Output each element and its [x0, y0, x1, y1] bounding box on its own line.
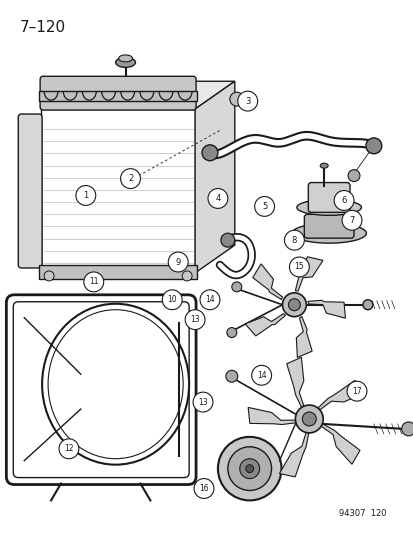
Polygon shape	[307, 300, 344, 318]
Text: 14: 14	[256, 371, 266, 380]
FancyBboxPatch shape	[39, 265, 197, 279]
Circle shape	[168, 252, 188, 272]
Circle shape	[288, 299, 300, 311]
FancyBboxPatch shape	[39, 91, 197, 101]
Circle shape	[44, 271, 54, 281]
Circle shape	[229, 92, 243, 106]
Ellipse shape	[320, 163, 328, 168]
Text: 15: 15	[294, 262, 304, 271]
Text: 7–120: 7–120	[19, 20, 65, 35]
Circle shape	[239, 459, 259, 479]
Circle shape	[221, 233, 234, 247]
Circle shape	[231, 282, 241, 292]
Polygon shape	[279, 433, 308, 477]
Circle shape	[217, 437, 281, 500]
Text: 13: 13	[190, 315, 199, 324]
Polygon shape	[244, 314, 285, 336]
FancyBboxPatch shape	[13, 302, 189, 478]
Circle shape	[194, 479, 214, 498]
Text: 11: 11	[89, 277, 98, 286]
Circle shape	[347, 169, 359, 182]
Circle shape	[254, 197, 274, 216]
Circle shape	[199, 290, 219, 310]
Ellipse shape	[115, 58, 135, 67]
Circle shape	[162, 290, 182, 310]
Polygon shape	[252, 264, 282, 300]
Polygon shape	[317, 381, 365, 410]
Circle shape	[182, 271, 192, 281]
Circle shape	[185, 310, 204, 329]
Text: 10: 10	[167, 295, 177, 304]
Circle shape	[251, 365, 271, 385]
Circle shape	[282, 293, 306, 317]
Text: 16: 16	[199, 484, 208, 493]
FancyBboxPatch shape	[18, 114, 42, 268]
Text: 6: 6	[341, 196, 346, 205]
Ellipse shape	[42, 304, 189, 465]
FancyBboxPatch shape	[308, 183, 349, 212]
Text: 17: 17	[351, 386, 361, 395]
Circle shape	[83, 272, 103, 292]
Circle shape	[207, 189, 227, 208]
Circle shape	[225, 370, 237, 382]
Ellipse shape	[362, 300, 372, 310]
Polygon shape	[321, 424, 359, 464]
Circle shape	[120, 168, 140, 189]
Text: 3: 3	[244, 96, 250, 106]
Text: 94307  120: 94307 120	[338, 510, 386, 518]
Circle shape	[401, 422, 413, 436]
Text: 7: 7	[349, 216, 354, 225]
Circle shape	[289, 257, 309, 277]
Circle shape	[341, 211, 361, 230]
Circle shape	[227, 447, 271, 490]
Text: 9: 9	[175, 257, 180, 266]
FancyBboxPatch shape	[40, 76, 196, 110]
Text: 13: 13	[198, 398, 207, 407]
Circle shape	[76, 185, 95, 205]
Text: 14: 14	[205, 295, 214, 304]
Text: 1: 1	[83, 191, 88, 200]
Text: 8: 8	[291, 236, 297, 245]
Polygon shape	[195, 81, 234, 273]
Text: 2: 2	[128, 174, 133, 183]
Circle shape	[365, 138, 381, 154]
Text: 5: 5	[261, 202, 266, 211]
Ellipse shape	[118, 55, 132, 62]
Ellipse shape	[291, 223, 366, 243]
Polygon shape	[286, 357, 303, 407]
Circle shape	[59, 439, 78, 459]
Circle shape	[237, 91, 257, 111]
Ellipse shape	[296, 199, 361, 215]
Circle shape	[333, 190, 353, 211]
Polygon shape	[41, 81, 234, 109]
Circle shape	[226, 328, 236, 337]
Circle shape	[192, 392, 212, 412]
Polygon shape	[294, 257, 322, 291]
Circle shape	[301, 412, 316, 426]
Text: 12: 12	[64, 445, 74, 453]
Circle shape	[284, 230, 304, 250]
Polygon shape	[296, 317, 311, 358]
FancyBboxPatch shape	[304, 214, 353, 238]
Circle shape	[245, 465, 253, 473]
Circle shape	[346, 381, 366, 401]
Text: 4: 4	[215, 194, 220, 203]
Circle shape	[202, 145, 217, 161]
Polygon shape	[247, 407, 295, 425]
Circle shape	[295, 405, 323, 433]
